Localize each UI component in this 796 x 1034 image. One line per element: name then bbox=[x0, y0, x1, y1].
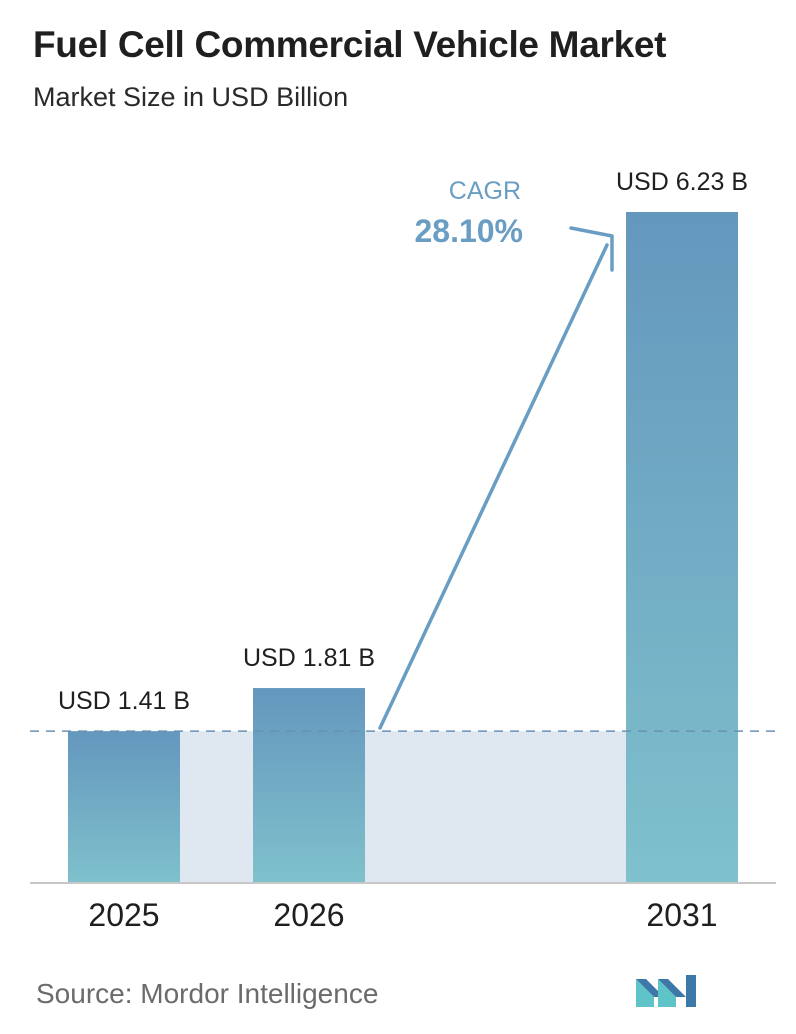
value-label-2025: USD 1.41 B bbox=[58, 687, 190, 715]
value-label-2031: USD 6.23 B bbox=[616, 168, 748, 196]
cagr-arrow-head bbox=[569, 226, 614, 272]
mordor-intelligence-logo-icon bbox=[636, 975, 696, 1007]
reference-band bbox=[180, 731, 626, 883]
cagr-arrow bbox=[378, 243, 609, 730]
bar-2031 bbox=[626, 212, 738, 883]
bar-2026 bbox=[253, 688, 365, 883]
bar-2025 bbox=[68, 731, 180, 883]
x-tick-label-2025: 2025 bbox=[88, 897, 159, 933]
bar-chart: USD 1.41 B 2025 USD 1.81 B 2026 USD 6.23 B 20… bbox=[30, 168, 780, 933]
chart-subtitle: Market Size in USD Billion bbox=[33, 82, 349, 112]
value-label-2026: USD 1.81 B bbox=[243, 644, 375, 672]
cagr-value: 28.10% bbox=[414, 213, 523, 249]
source-note: Source: Mordor Intelligence bbox=[36, 978, 379, 1009]
chart-title: Fuel Cell Commercial Vehicle Market bbox=[33, 24, 667, 65]
x-tick-label-2026: 2026 bbox=[273, 897, 344, 933]
x-tick-label-2031: 2031 bbox=[646, 897, 717, 933]
cagr-label: CAGR bbox=[449, 177, 521, 205]
